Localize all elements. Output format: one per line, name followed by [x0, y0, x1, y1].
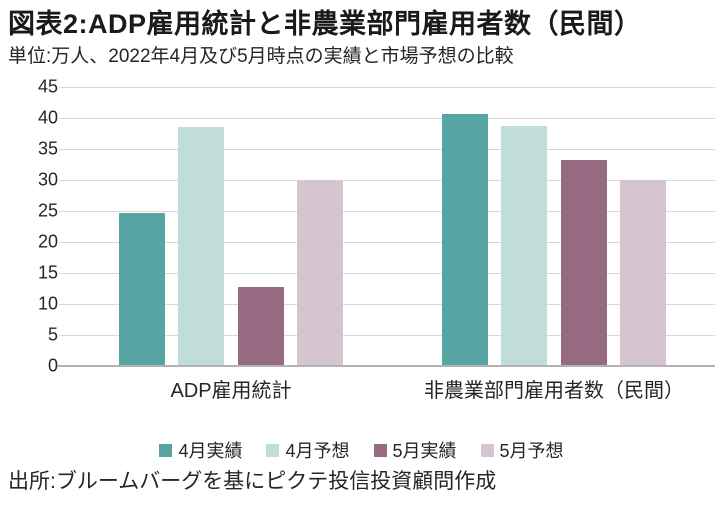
source-note: 出所:ブルームバーグを基にピクテ投信投資顧問作成: [8, 470, 497, 493]
x-axis-label: ADP雇用統計: [170, 380, 292, 402]
chart-title: 図表2:ADP雇用統計と非農業部門雇用者数（民間）: [8, 9, 642, 39]
y-tick-label: 0: [47, 355, 58, 376]
legend-label: 4月予想: [285, 441, 350, 461]
legend-item: 5月実績: [373, 437, 457, 463]
legend-item: 4月実績: [159, 437, 242, 463]
legend-swatch-icon: [480, 443, 494, 457]
gridline: [59, 211, 715, 212]
bar: [119, 212, 165, 366]
y-tick-label: 40: [37, 107, 58, 128]
gridline: [59, 335, 715, 336]
legend-swatch-icon: [159, 443, 173, 457]
y-tick-label: 5: [47, 324, 58, 345]
gridline: [59, 180, 715, 181]
y-tick-label: 45: [37, 76, 58, 97]
y-tick-label: 35: [37, 138, 58, 159]
legend-label: 4月実績: [178, 441, 243, 461]
legend-swatch-icon: [266, 443, 280, 457]
gridline: [59, 273, 715, 274]
legend-label: 5月予想: [499, 441, 564, 461]
y-tick-label: 10: [37, 293, 58, 314]
bar: [178, 127, 225, 366]
y-tick-label: 15: [37, 262, 58, 283]
gridline: [59, 304, 715, 305]
x-axis-label: 非農業部門雇用者数（民間）: [424, 380, 684, 402]
chart-subtitle: 単位:万人、2022年4月及び5月時点の実績と市場予想の比較: [8, 46, 514, 67]
x-axis-line: [57, 365, 715, 367]
y-axis: 0 5 10 15 20 25 30 35 40 45: [0, 77, 58, 376]
gridline: [59, 149, 715, 150]
bar-group: [442, 87, 666, 366]
legend-swatch-icon: [373, 443, 387, 457]
gridline: [59, 242, 715, 243]
y-tick-label: 20: [37, 231, 58, 252]
legend-item: 4月予想: [266, 437, 350, 463]
legend-item: 5月予想: [480, 437, 564, 463]
bar: [237, 286, 284, 366]
bar: [296, 180, 343, 366]
bar-group: [119, 87, 343, 366]
legend-label: 5月実績: [392, 441, 457, 461]
legend: 4月実績 4月予想 5月実績 5月予想: [0, 437, 723, 463]
plot-area: [57, 87, 715, 367]
bar: [501, 126, 548, 366]
gridline: [59, 118, 715, 119]
bar: [619, 180, 666, 366]
y-tick-label: 30: [37, 169, 58, 190]
gridline: [59, 87, 715, 88]
y-tick-label: 25: [37, 200, 58, 221]
bar: [442, 114, 488, 366]
bar: [560, 159, 607, 366]
